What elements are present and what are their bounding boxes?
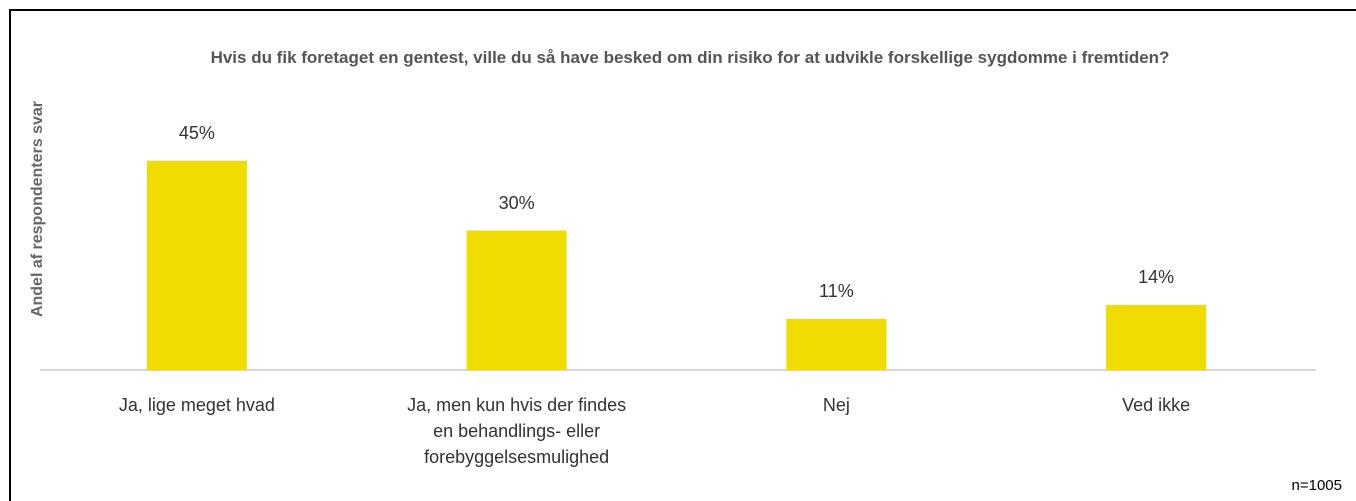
- bar: [466, 230, 567, 370]
- x-tick-label: Nej: [822, 395, 850, 415]
- annotation: n=1005: [1291, 477, 1342, 494]
- value-label: 45%: [178, 122, 215, 143]
- x-tick-label: Ved ikke: [1122, 395, 1191, 415]
- y-axis-label: Andel af respondenters svar: [29, 100, 46, 318]
- chart-title: Hvis du fik foretaget en gentest, ville …: [210, 48, 1170, 67]
- x-tick-label: Ja, lige meget hvad: [118, 395, 275, 415]
- value-label: 11%: [819, 280, 854, 301]
- x-tick-label: Ja, men kun hvis der findes en behandlin…: [407, 395, 627, 467]
- bar: [786, 318, 887, 370]
- value-label: 30%: [498, 192, 535, 213]
- frame: [9, 9, 1356, 501]
- bar: [1106, 304, 1207, 370]
- bar: [146, 160, 247, 370]
- value-label: 14%: [1138, 266, 1175, 287]
